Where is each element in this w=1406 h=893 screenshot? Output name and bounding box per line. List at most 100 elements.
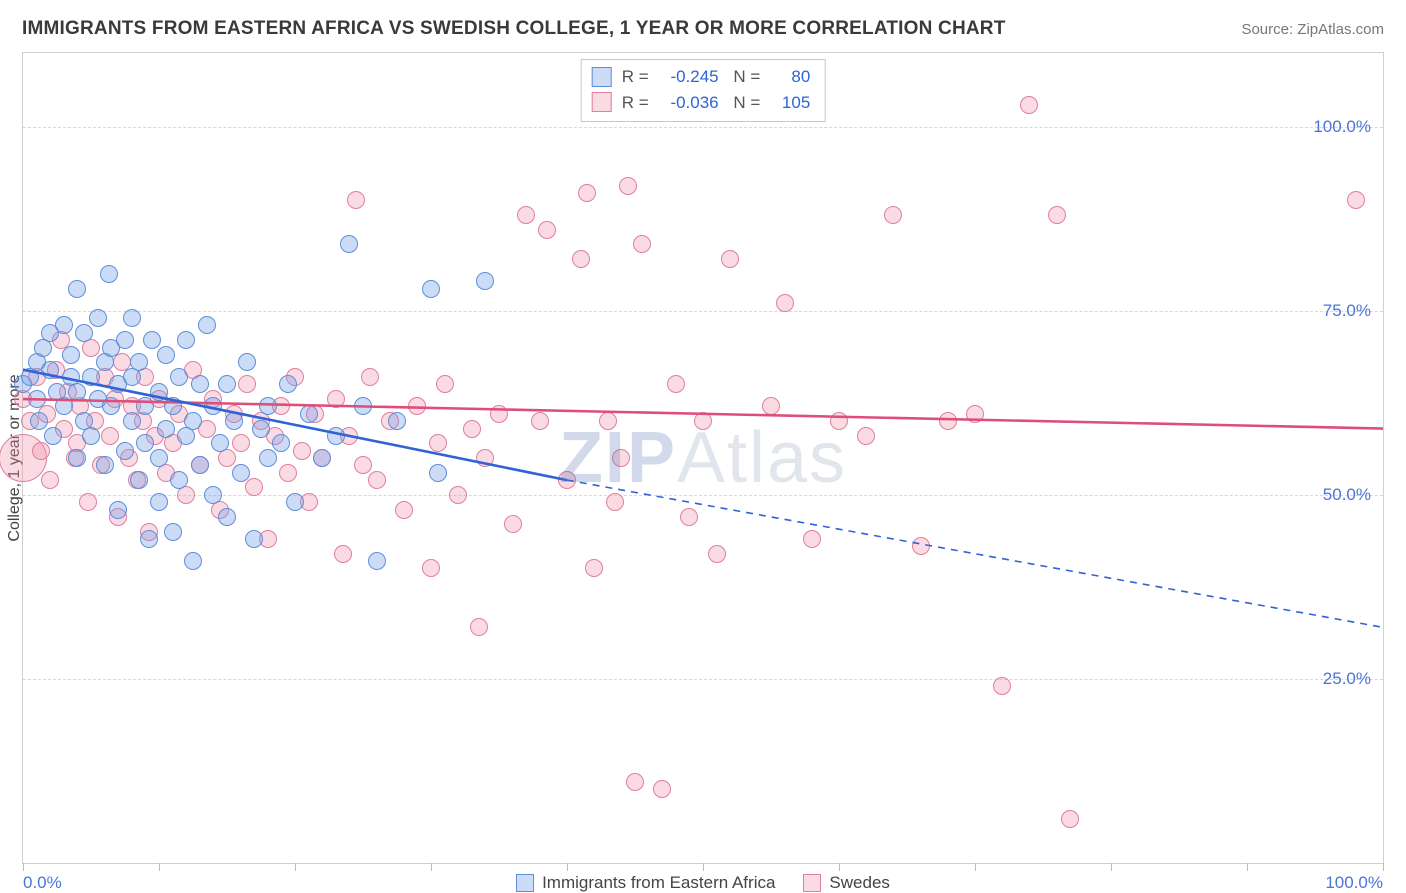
data-point-series1 bbox=[82, 427, 100, 445]
data-point-series1 bbox=[313, 449, 331, 467]
data-point-series2 bbox=[354, 456, 372, 474]
data-point-series2 bbox=[1347, 191, 1365, 209]
data-point-series1 bbox=[422, 280, 440, 298]
data-point-series2 bbox=[334, 545, 352, 563]
data-point-series2 bbox=[449, 486, 467, 504]
data-point-series1 bbox=[204, 486, 222, 504]
gridline bbox=[23, 127, 1383, 128]
data-point-series1 bbox=[204, 397, 222, 415]
data-point-series1 bbox=[429, 464, 447, 482]
data-point-series2 bbox=[422, 559, 440, 577]
data-point-series1 bbox=[300, 405, 318, 423]
data-point-series2 bbox=[762, 397, 780, 415]
x-tick bbox=[1247, 863, 1248, 871]
data-point-series1 bbox=[259, 449, 277, 467]
data-point-series2 bbox=[436, 375, 454, 393]
data-point-series1 bbox=[68, 383, 86, 401]
data-point-series2 bbox=[1061, 810, 1079, 828]
data-point-series2 bbox=[490, 405, 508, 423]
data-point-series2 bbox=[327, 390, 345, 408]
x-tick bbox=[431, 863, 432, 871]
data-point-series1 bbox=[30, 412, 48, 430]
data-point-series2 bbox=[32, 442, 50, 460]
data-point-series2 bbox=[517, 206, 535, 224]
data-point-series1 bbox=[44, 427, 62, 445]
correlation-stats-box: R = -0.245 N = 80 R = -0.036 N = 105 bbox=[581, 59, 826, 122]
data-point-series2 bbox=[361, 368, 379, 386]
data-point-series1 bbox=[170, 471, 188, 489]
data-point-series2 bbox=[612, 449, 630, 467]
data-point-series1 bbox=[123, 412, 141, 430]
data-point-series2 bbox=[653, 780, 671, 798]
legend-swatch-series2 bbox=[803, 874, 821, 892]
data-point-series1 bbox=[55, 316, 73, 334]
data-point-series1 bbox=[150, 493, 168, 511]
data-point-series1 bbox=[388, 412, 406, 430]
data-point-series1 bbox=[123, 309, 141, 327]
data-point-series2 bbox=[476, 449, 494, 467]
data-point-series2 bbox=[538, 221, 556, 239]
data-point-series2 bbox=[939, 412, 957, 430]
data-point-series1 bbox=[143, 331, 161, 349]
r-value-series1: -0.245 bbox=[659, 64, 719, 90]
n-value-series1: 80 bbox=[770, 64, 810, 90]
data-point-series1 bbox=[157, 346, 175, 364]
chart-area: College, 1 year or more ZIPAtlas R = -0.… bbox=[22, 52, 1384, 864]
data-point-series1 bbox=[100, 265, 118, 283]
data-point-series2 bbox=[41, 471, 59, 489]
data-point-series1 bbox=[68, 449, 86, 467]
data-point-series1 bbox=[177, 331, 195, 349]
chart-title: IMMIGRANTS FROM EASTERN AFRICA VS SWEDIS… bbox=[22, 18, 1006, 40]
data-point-series1 bbox=[150, 449, 168, 467]
data-point-series1 bbox=[476, 272, 494, 290]
data-point-series2 bbox=[830, 412, 848, 430]
data-point-series2 bbox=[408, 397, 426, 415]
data-point-series1 bbox=[191, 375, 209, 393]
data-point-series2 bbox=[79, 493, 97, 511]
data-point-series1 bbox=[140, 530, 158, 548]
data-point-series2 bbox=[1020, 96, 1038, 114]
data-point-series2 bbox=[504, 515, 522, 533]
data-point-series2 bbox=[667, 375, 685, 393]
data-point-series1 bbox=[96, 456, 114, 474]
data-point-series1 bbox=[218, 508, 236, 526]
data-point-series1 bbox=[272, 434, 290, 452]
data-point-series2 bbox=[232, 434, 250, 452]
legend: Immigrants from Eastern Africa Swedes bbox=[23, 873, 1383, 893]
legend-label-series2: Swedes bbox=[829, 873, 889, 893]
x-tick bbox=[975, 863, 976, 871]
plot-region: ZIPAtlas R = -0.245 N = 80 R = -0.036 N … bbox=[23, 53, 1383, 863]
data-point-series2 bbox=[884, 206, 902, 224]
data-point-series2 bbox=[803, 530, 821, 548]
data-point-series2 bbox=[606, 493, 624, 511]
data-point-series2 bbox=[721, 250, 739, 268]
data-point-series2 bbox=[694, 412, 712, 430]
data-point-series2 bbox=[619, 177, 637, 195]
data-point-series2 bbox=[626, 773, 644, 791]
data-point-series2 bbox=[857, 427, 875, 445]
data-point-series1 bbox=[184, 552, 202, 570]
data-point-series2 bbox=[633, 235, 651, 253]
data-point-series2 bbox=[293, 442, 311, 460]
data-point-series2 bbox=[680, 508, 698, 526]
data-point-series1 bbox=[164, 523, 182, 541]
x-tick bbox=[839, 863, 840, 871]
gridline bbox=[23, 495, 1383, 496]
data-point-series1 bbox=[225, 412, 243, 430]
data-point-series1 bbox=[164, 397, 182, 415]
data-point-series2 bbox=[578, 184, 596, 202]
data-point-series1 bbox=[62, 346, 80, 364]
data-point-series2 bbox=[463, 420, 481, 438]
swatch-series1 bbox=[592, 67, 612, 87]
x-tick bbox=[295, 863, 296, 871]
data-point-series1 bbox=[157, 420, 175, 438]
stats-row-series2: R = -0.036 N = 105 bbox=[592, 90, 811, 116]
y-tick-label: 50.0% bbox=[1323, 485, 1371, 505]
data-point-series2 bbox=[429, 434, 447, 452]
data-point-series1 bbox=[218, 375, 236, 393]
data-point-series2 bbox=[572, 250, 590, 268]
data-point-series2 bbox=[993, 677, 1011, 695]
data-point-series1 bbox=[41, 361, 59, 379]
data-point-series1 bbox=[232, 464, 250, 482]
y-tick-label: 75.0% bbox=[1323, 301, 1371, 321]
